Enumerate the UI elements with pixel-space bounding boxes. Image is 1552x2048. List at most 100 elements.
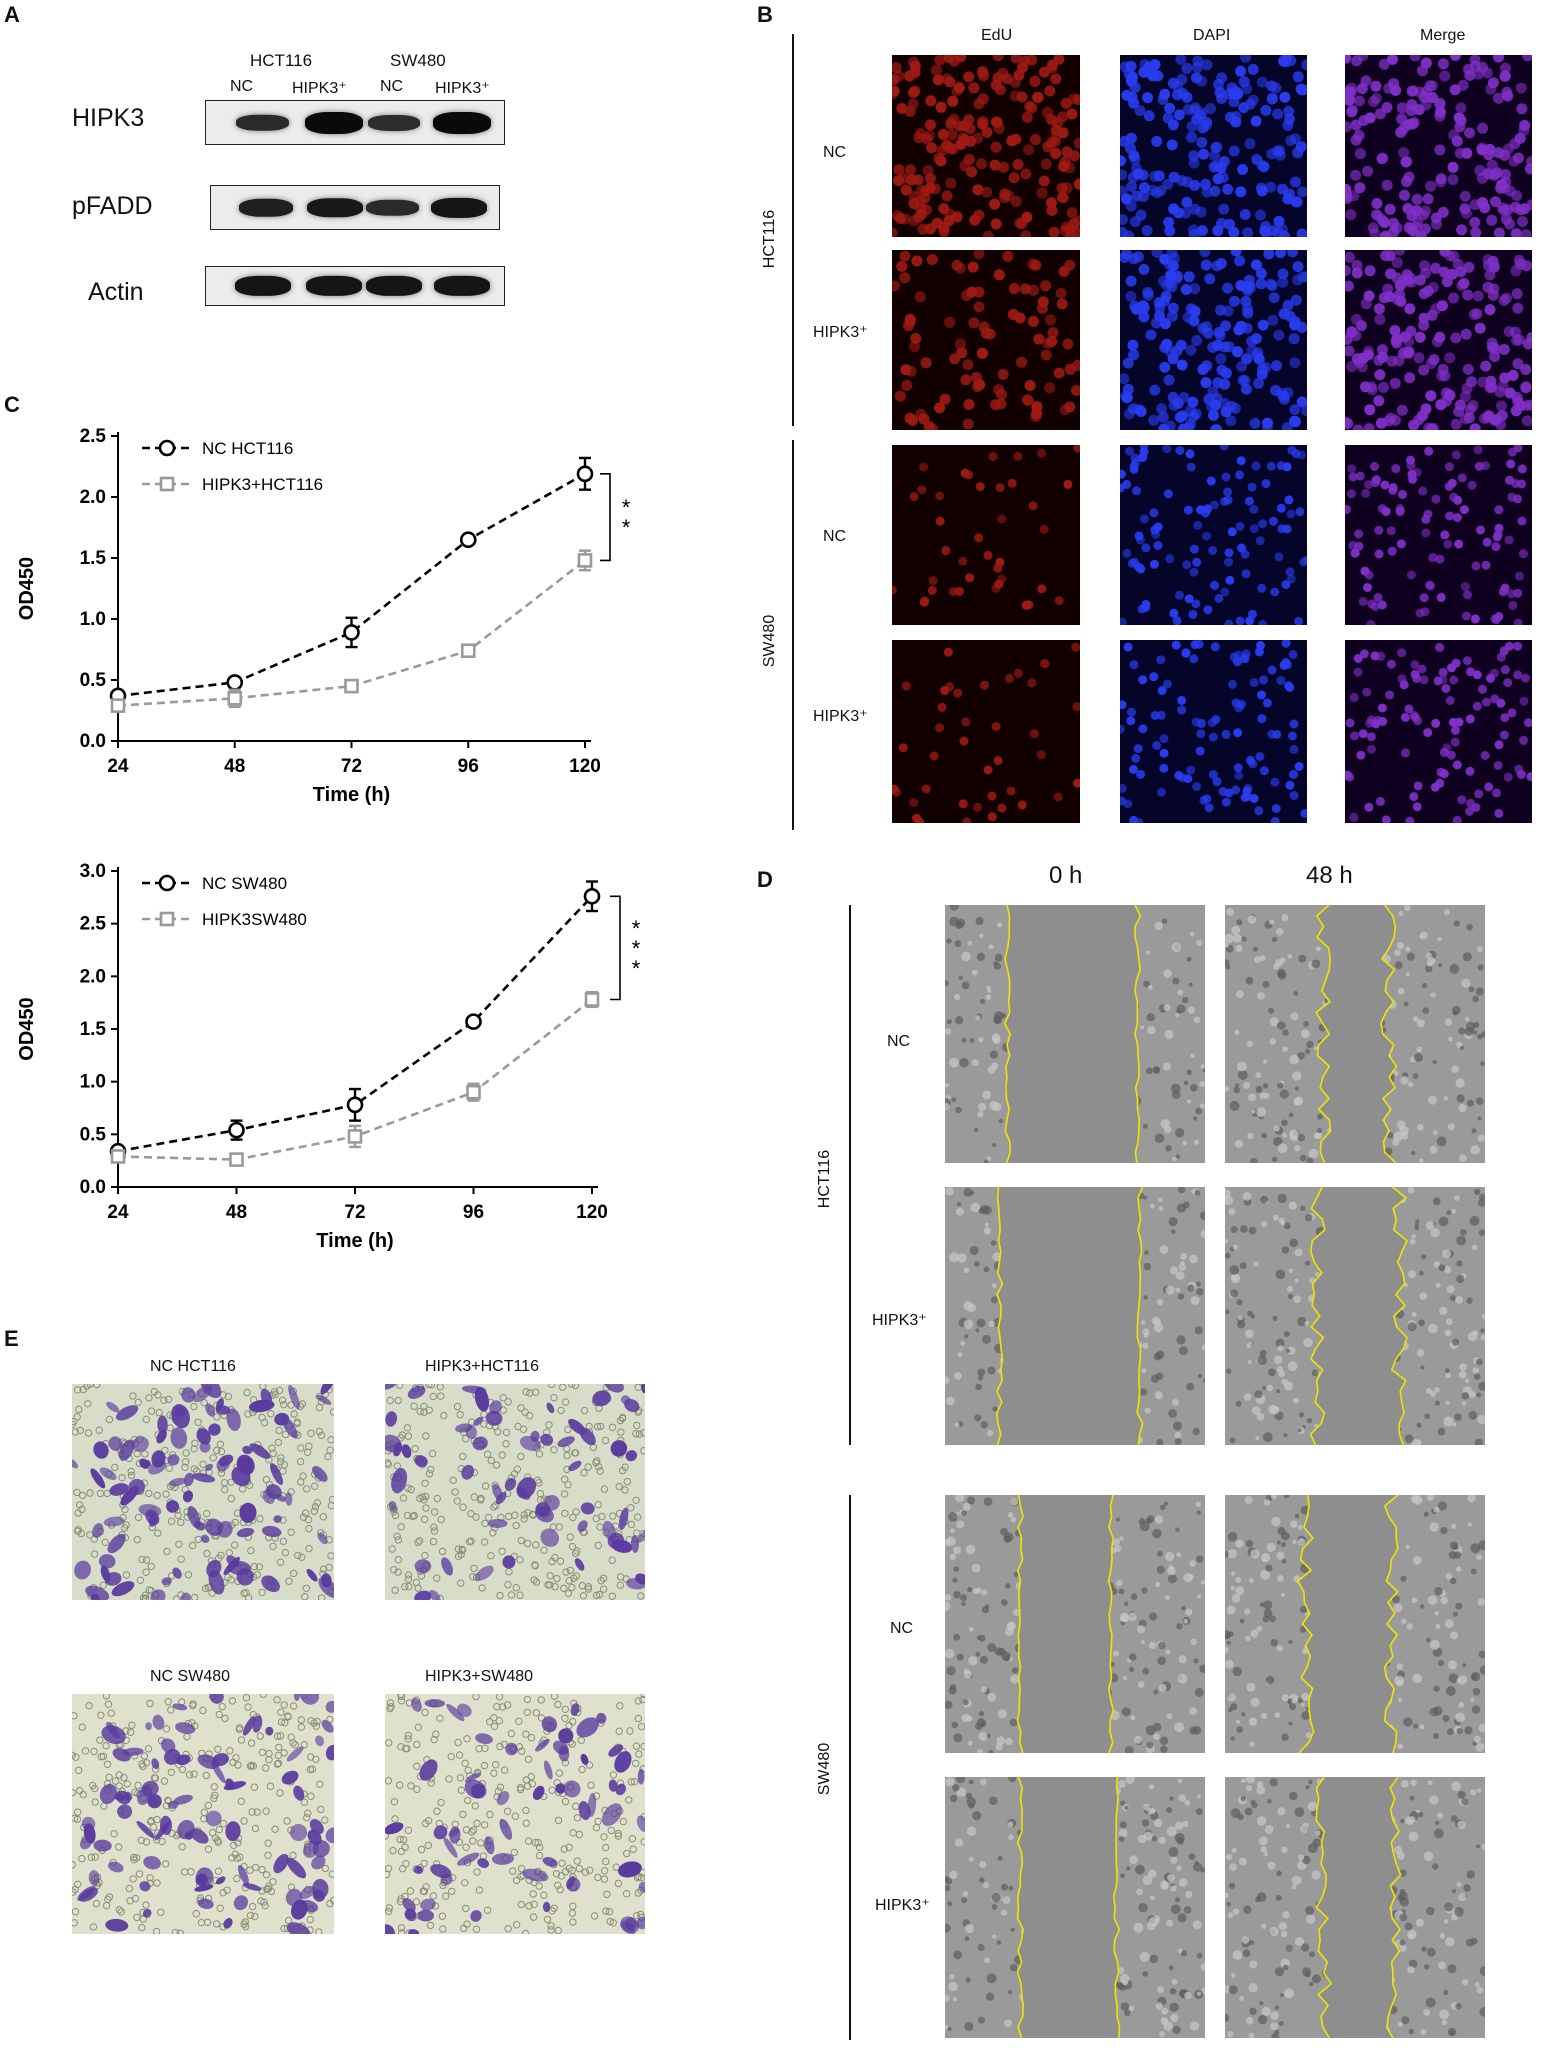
blot-band	[238, 198, 293, 217]
edu-cell-line-sw480: SW480	[761, 614, 778, 668]
data-point	[577, 553, 593, 568]
transwell-label: HIPK3+SW480	[425, 1668, 534, 1685]
y-tick-label: 1.0	[80, 609, 106, 630]
legend-label: HIPK3SW480	[202, 910, 307, 929]
edu-row-label: NC	[823, 144, 847, 161]
wound-row-label: HIPK3⁺	[875, 1897, 930, 1914]
data-point	[466, 1084, 481, 1100]
data-point	[347, 1129, 363, 1144]
x-axis-label: Time (h)	[313, 784, 390, 806]
y-tick-label: 3.0	[80, 861, 106, 882]
x-axis-label: Time (h)	[316, 1230, 393, 1252]
legend-label: HIPK3+HCT116	[202, 475, 323, 494]
legend-marker	[158, 439, 176, 457]
blot-band	[306, 275, 363, 297]
x-tick-label: 96	[458, 756, 479, 777]
edu-channel-image	[892, 445, 1080, 625]
data-point	[584, 992, 600, 1007]
x-tick-label: 24	[107, 1202, 129, 1223]
data-point	[465, 1013, 482, 1030]
wound-image	[945, 1777, 1205, 2038]
blot-cell-line-hct116: HCT116	[250, 51, 313, 70]
blot-band	[367, 114, 420, 131]
cck8-chart-hct116: 0.0 0.5 1.0 1.5 2.0 2.5 24 48 72 96 120 Time (h) OD4…	[16, 426, 631, 806]
legend-marker	[158, 874, 176, 892]
y-tick-label: 0.0	[80, 731, 106, 752]
edu-group-divider-hct116	[792, 34, 794, 426]
data-point	[228, 1121, 245, 1139]
blot-band	[430, 197, 487, 218]
merge-channel-image	[1345, 445, 1532, 625]
transwell-label: HIPK3+HCT116	[425, 1358, 539, 1375]
transwell-image	[385, 1694, 645, 1934]
y-tick-label: 2.0	[80, 966, 106, 987]
x-tick-label: 24	[107, 756, 129, 777]
significance-star: *	[632, 916, 640, 941]
x-tick-label: 72	[344, 1202, 365, 1223]
y-axis-label: OD450	[16, 557, 38, 620]
y-tick-label: 1.5	[80, 548, 107, 569]
data-point	[110, 698, 126, 713]
x-tick-label: 120	[576, 1202, 608, 1223]
data-point	[576, 465, 594, 483]
wound-image	[1225, 905, 1485, 1163]
edu-group-divider-sw480	[792, 440, 794, 830]
cck8-chart-sw480: 0.0 0.5 1.0 1.5 2.0 2.5 3.0 24 48 72 96 120 Time (h)…	[16, 861, 640, 1252]
x-tick-label: 48	[224, 756, 245, 777]
wound-row-label: HIPK3⁺	[872, 1312, 927, 1329]
panel-label-c: C	[4, 392, 20, 417]
blot-row-label-hipk3: HIPK3	[72, 104, 145, 132]
merge-channel-image	[1345, 640, 1532, 823]
x-tick-label: 48	[226, 1202, 247, 1223]
edu-channel-image	[892, 250, 1080, 430]
y-tick-label: 0.5	[80, 1124, 107, 1145]
edu-row-label: HIPK3⁺	[813, 324, 868, 341]
edu-row-label: HIPK3⁺	[813, 708, 868, 725]
transwell-image	[72, 1384, 334, 1600]
dapi-channel-image	[1120, 445, 1307, 625]
legend-marker	[159, 911, 175, 927]
wound-image	[1225, 1777, 1485, 2038]
y-tick-label: 2.5	[80, 426, 107, 447]
merge-channel-image	[1345, 250, 1532, 430]
blot-strip-actin	[205, 266, 505, 306]
significance-bracket	[610, 895, 621, 1001]
legend-label: NC HCT116	[202, 439, 293, 458]
dapi-channel-image	[1120, 640, 1307, 823]
blot-lane-label: HIPK3⁺	[435, 80, 490, 97]
transwell-label: NC SW480	[150, 1668, 231, 1685]
wound-group-divider-sw480	[849, 1495, 851, 2040]
y-axis-label: OD450	[16, 997, 38, 1060]
series-line	[117, 472, 586, 698]
transwell-image	[72, 1694, 334, 1934]
edu-cell-line-hct116: HCT116	[761, 209, 778, 269]
x-tick-label: 96	[463, 1202, 484, 1223]
wound-column-48h: 48 h	[1306, 862, 1353, 889]
edu-column-edu: EdU	[981, 27, 1013, 44]
blot-cell-line-sw480: SW480	[390, 51, 446, 70]
y-tick-label: 2.0	[80, 487, 106, 508]
data-point	[226, 674, 244, 691]
dapi-channel-image	[1120, 250, 1307, 430]
transwell-label: NC HCT116	[150, 1358, 236, 1375]
blot-lane-label: NC	[230, 78, 254, 95]
edu-column-merge: Merge	[1420, 27, 1466, 44]
wound-row-label: NC	[887, 1033, 911, 1050]
wound-image	[945, 1495, 1205, 1753]
y-tick-label: 0.0	[80, 1177, 106, 1198]
legend-label: NC SW480	[202, 874, 287, 893]
x-tick-label: 72	[341, 756, 362, 777]
significance-bracket	[600, 473, 611, 562]
edu-channel-image	[892, 55, 1080, 237]
blot-row-label-actin: Actin	[88, 278, 144, 306]
blot-band	[234, 275, 291, 297]
dapi-channel-image	[1120, 55, 1307, 237]
significance-star: *	[632, 956, 640, 981]
data-point	[110, 1149, 126, 1164]
data-point	[583, 887, 601, 905]
y-tick-label: 1.0	[80, 1072, 106, 1093]
transwell-image	[385, 1384, 645, 1600]
legend-marker	[159, 476, 175, 492]
blot-strip-pfadd	[210, 185, 500, 230]
blot-band	[433, 111, 492, 134]
